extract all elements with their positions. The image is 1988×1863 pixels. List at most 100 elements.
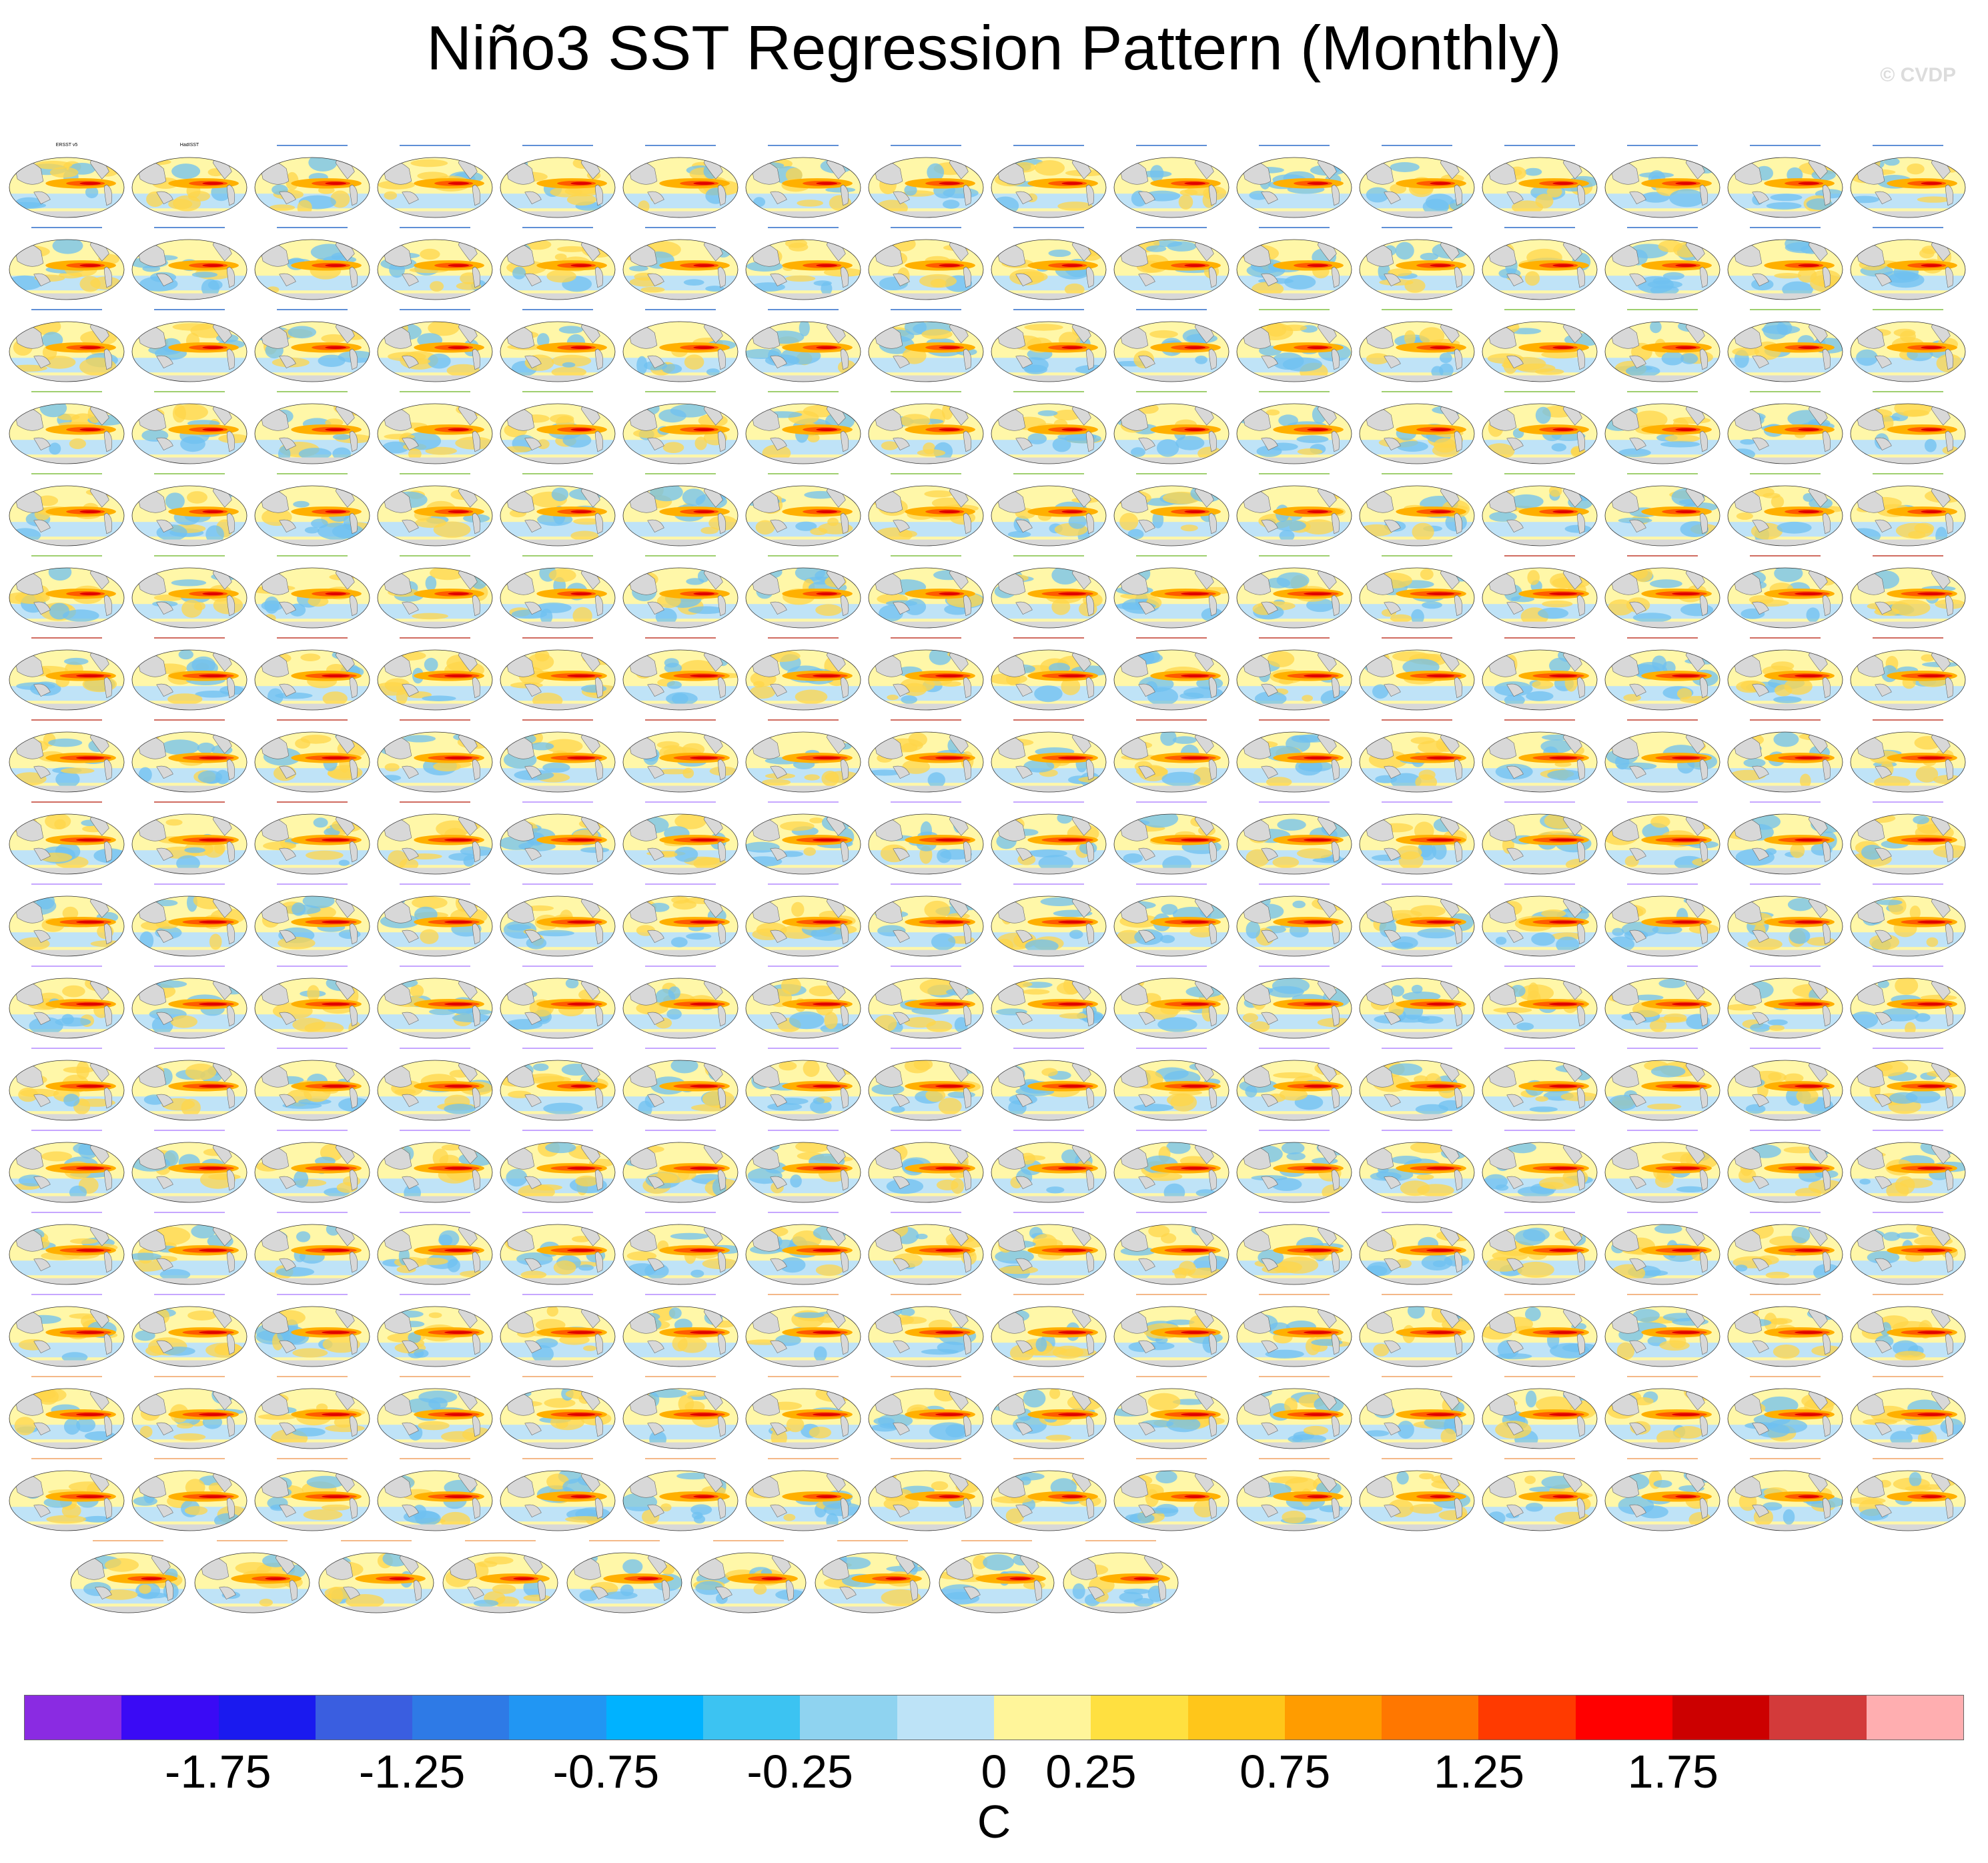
panel-title: [891, 555, 961, 556]
map-panel: [376, 143, 494, 222]
globe-map-icon: [1113, 230, 1230, 304]
globe-map-icon: [8, 312, 125, 386]
map-panel: [1358, 717, 1476, 796]
map-panel: [990, 1210, 1107, 1288]
map-panel: [8, 717, 125, 796]
panel-title: [1259, 966, 1330, 967]
colorbar-tick-label: -1.75: [165, 1746, 272, 1798]
globe-map-icon: [499, 1051, 616, 1124]
globe-map-icon: [254, 230, 371, 304]
globe-map-icon: [8, 558, 125, 632]
map-panel: [1481, 1210, 1598, 1288]
map-panel: [69, 1538, 187, 1617]
globe-map-icon: [867, 723, 985, 796]
map-panel: [254, 635, 371, 714]
globe-map-icon: [622, 805, 739, 878]
map-panel: [8, 553, 125, 632]
map-panel: [8, 881, 125, 960]
globe-map-icon: [1481, 887, 1598, 960]
map-panel: [254, 553, 371, 632]
panel-title: [400, 719, 470, 721]
globe-map-icon: [131, 394, 248, 468]
globe-map-icon: [744, 558, 862, 632]
globe-map-icon: [254, 394, 371, 468]
map-panel: [1726, 717, 1844, 796]
map-panel: [499, 389, 616, 468]
map-panel: [1726, 471, 1844, 550]
panel-title: [1504, 883, 1575, 885]
map-panel: [1113, 964, 1230, 1042]
map-panel: [376, 964, 494, 1042]
globe-map-icon: [499, 1215, 616, 1288]
map-panel: [1358, 1456, 1476, 1535]
colorbar-cell: [1769, 1696, 1867, 1740]
map-panel: [990, 225, 1107, 304]
map-panel: [1235, 143, 1353, 222]
panel-title: [1873, 309, 1943, 310]
globe-map-icon: [1726, 558, 1844, 632]
panel-title: [1259, 473, 1330, 474]
map-panel: [499, 1128, 616, 1206]
map-panel: [867, 799, 985, 878]
panel-title: [1627, 883, 1698, 885]
globe-map-icon: [376, 230, 494, 304]
map-panel: [990, 471, 1107, 550]
globe-map-icon: [376, 1379, 494, 1453]
colorbar-cell: [703, 1696, 801, 1740]
map-panel: [499, 225, 616, 304]
panel-title: [768, 227, 839, 228]
map-panel: [1481, 964, 1598, 1042]
globe-map-icon: [254, 1461, 371, 1535]
globe-map-icon: [499, 558, 616, 632]
panel-title: [1873, 227, 1943, 228]
globe-map-icon: [1481, 394, 1598, 468]
globe-map-icon: [867, 230, 985, 304]
map-panel: [1235, 307, 1353, 386]
panel-title: [1750, 145, 1821, 146]
map-panel: [1235, 1128, 1353, 1206]
map-panel: [744, 471, 862, 550]
map-panel: [1481, 225, 1598, 304]
globe-map-icon: [1604, 887, 1721, 960]
map-panel: [1849, 1128, 1967, 1206]
map-panel: [8, 389, 125, 468]
map-panel: [1113, 881, 1230, 960]
panel-title: [768, 473, 839, 474]
map-panel: [744, 389, 862, 468]
globe-map-icon: [1358, 1215, 1476, 1288]
panel-title: [1750, 309, 1821, 310]
panel-title: [277, 227, 348, 228]
globe-map-icon: [442, 1543, 559, 1617]
panel-title: [1504, 1130, 1575, 1131]
globe-map-icon: [990, 1297, 1107, 1371]
map-panel: [376, 1128, 494, 1206]
panel-title: [1382, 555, 1452, 556]
map-panel: [376, 553, 494, 632]
panel-title: [1382, 391, 1452, 392]
panel-title: [1013, 1294, 1084, 1295]
globe-map-icon: [1358, 312, 1476, 386]
globe-map-icon: [1358, 1133, 1476, 1206]
panel-title: [1873, 1048, 1943, 1049]
globe-map-icon: [1113, 969, 1230, 1042]
map-panel: [8, 1128, 125, 1206]
map-panel: [1604, 881, 1721, 960]
globe-map-icon: [1113, 476, 1230, 550]
panel-title: [1504, 719, 1575, 721]
map-panel: [376, 717, 494, 796]
panel-title: [1085, 1540, 1156, 1541]
panel-title: [891, 145, 961, 146]
panel-title: [277, 966, 348, 967]
map-panel: [1726, 799, 1844, 878]
panel-title: [768, 309, 839, 310]
panel-title: [1750, 1376, 1821, 1377]
globe-map-icon: [867, 312, 985, 386]
globe-map-icon: [1726, 1133, 1844, 1206]
map-panel: [1358, 553, 1476, 632]
map-panel: [1604, 799, 1721, 878]
panel-title: [154, 473, 225, 474]
panel-title: [645, 1212, 716, 1213]
panel-title: [1504, 966, 1575, 967]
map-panel: [254, 881, 371, 960]
panel-title: [1504, 145, 1575, 146]
